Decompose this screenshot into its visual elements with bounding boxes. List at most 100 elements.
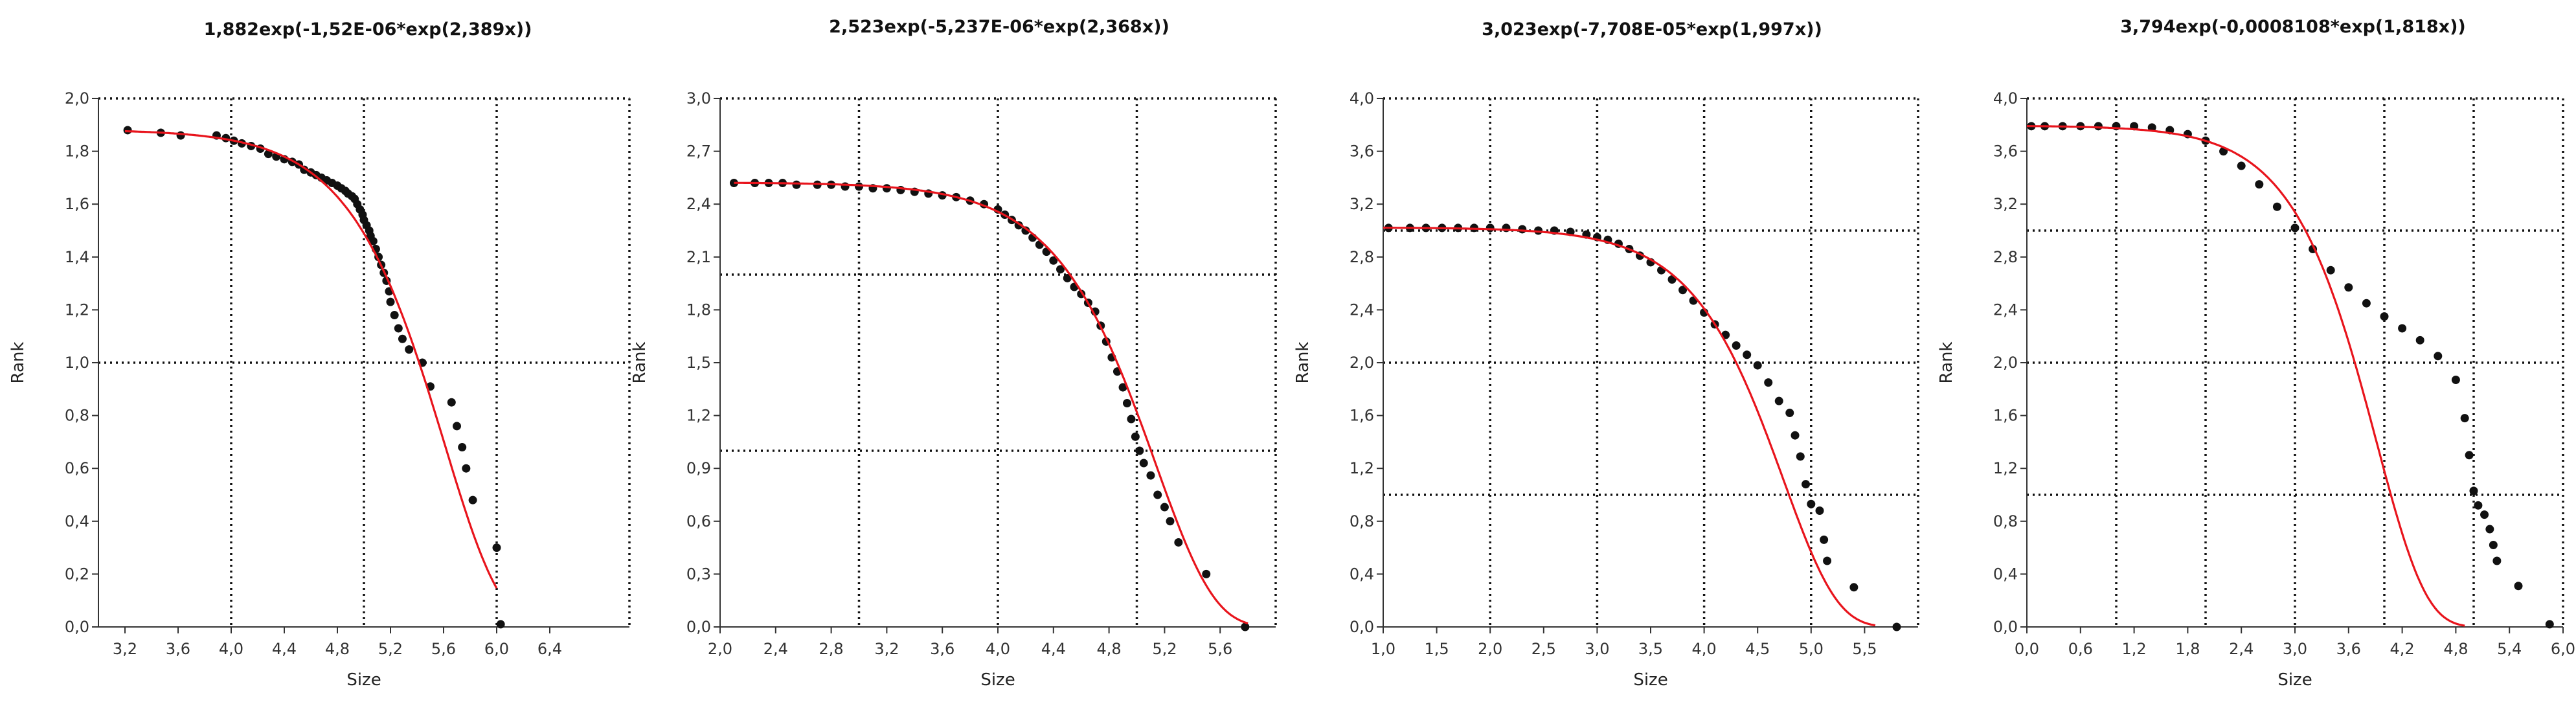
chart-1-data-point	[386, 297, 395, 306]
chart-1-fit-curve	[125, 130, 498, 589]
chart-2-y-tick-label: 2,1	[686, 248, 711, 266]
chart-1-x-tick-label: 4,4	[272, 640, 297, 658]
chart-3-data-point	[1785, 409, 1794, 418]
chart-1-data-point	[368, 236, 378, 245]
chart-2-y-tick-label: 1,8	[686, 301, 711, 319]
chart-4-data-point	[2460, 414, 2469, 423]
chart-1-title: 1,882exp(-1,52E-06*exp(2,389x))	[204, 19, 532, 40]
chart-2-x-tick-label: 5,2	[1152, 640, 1177, 658]
chart-4-y-tick-label: 0,8	[1993, 512, 2018, 530]
chart-1-x-tick-label: 6,4	[537, 640, 562, 658]
chart-1-y-tick-label: 1,6	[65, 195, 89, 213]
chart-3-y-tick-label: 0,8	[1350, 512, 1374, 530]
chart-2-data-point	[1153, 490, 1162, 499]
chart-1-data-point	[496, 620, 505, 629]
chart-3-y-tick-label: 3,6	[1350, 142, 1374, 161]
chart-2-data-point	[1202, 569, 1211, 578]
chart-4-data-point	[2362, 299, 2371, 308]
chart-4-data-point	[2398, 324, 2407, 333]
chart-4-x-tick-label: 6,0	[2551, 640, 2575, 658]
chart-1-y-tick-label: 0,4	[65, 512, 89, 530]
chart-1-x-tick-label: 4,0	[219, 640, 243, 658]
chart-3-data-point	[1486, 223, 1495, 233]
chart-1-data-point	[462, 464, 471, 473]
chart-2-data-point	[729, 179, 738, 188]
chart-3-title: 3,023exp(-7,708E-05*exp(1,997x))	[1482, 19, 1822, 40]
chart-1-data-point	[123, 126, 132, 135]
chart-2-data-point	[1021, 226, 1030, 235]
chart-2-y-tick-label: 2,4	[686, 195, 711, 213]
chart-4-y-tick-label: 2,8	[1993, 248, 2018, 266]
chart-2-y-tick-label: 0,6	[686, 512, 711, 530]
chart-1-y-tick-label: 0,2	[65, 565, 89, 583]
chart-1-y-tick-label: 0,6	[65, 459, 89, 477]
chart-1-x-tick-label: 5,6	[431, 640, 456, 658]
chart-3-data-point	[1815, 506, 1824, 515]
chart-1-x-tick-label: 4,8	[325, 640, 350, 658]
chart-3-data-point	[1678, 286, 1688, 295]
chart-4-x-tick-label: 0,0	[2015, 640, 2039, 658]
chart-4-x-axis-label: Size	[2277, 670, 2312, 690]
chart-4-fit-curve	[2027, 125, 2465, 627]
chart-1-y-axis-label: Rank	[8, 342, 28, 384]
chart-1-data-point	[458, 443, 467, 452]
chart-2-x-tick-label: 4,0	[986, 640, 1010, 658]
chart-2-y-tick-label: 1,2	[686, 407, 711, 425]
chart-2-data-point	[1131, 432, 1140, 441]
chart-1-y-tick-label: 1,8	[65, 142, 89, 161]
chart-4-x-tick-label: 4,2	[2390, 640, 2415, 658]
chart-4-y-axis-label: Rank	[1937, 342, 1956, 384]
chart-4-y-tick-label: 1,6	[1993, 407, 2018, 425]
chart-2-data-point	[1146, 471, 1155, 480]
chart-3-data-point	[1753, 361, 1762, 370]
chart-2-x-axis-label: Size	[980, 670, 1015, 690]
chart-3-y-tick-label: 3,2	[1350, 195, 1374, 213]
chart-2-y-tick-label: 3,0	[686, 89, 711, 108]
chart-2-data-point	[1056, 265, 1065, 274]
chart-4-data-point	[2434, 352, 2443, 361]
chart-4-data-point	[2465, 451, 2474, 460]
chart-2-y-tick-label: 2,7	[686, 142, 711, 161]
chart-3-y-tick-label: 0,0	[1350, 618, 1374, 636]
chart-2-y-tick-label: 1,5	[686, 354, 711, 372]
chart-2-data-point	[841, 182, 850, 191]
chart-4-y-tick-label: 3,2	[1993, 195, 2018, 213]
chart-2-data-point	[1049, 256, 1058, 265]
chart-1-x-tick-label: 6,0	[484, 640, 509, 658]
chart-3-x-tick-label: 4,0	[1692, 640, 1717, 658]
chart-4-data-point	[2094, 122, 2103, 131]
chart-1-y-tick-label: 0,8	[65, 407, 89, 425]
chart-3-data-point	[1796, 452, 1805, 461]
chart-4-data-point	[2480, 510, 2489, 519]
chart-3-x-tick-label: 1,0	[1371, 640, 1395, 658]
chart-3-y-tick-label: 0,4	[1350, 565, 1374, 583]
chart-4-y-tick-label: 0,4	[1993, 565, 2018, 583]
chart-4-y-tick-label: 3,6	[1993, 142, 2018, 161]
chart-2-title: 2,523exp(-5,237E-06*exp(2,368x))	[829, 17, 1169, 37]
chart-3-x-tick-label: 1,5	[1425, 640, 1449, 658]
chart-4-data-point	[2474, 501, 2483, 510]
chart-4-x-tick-label: 1,8	[2175, 640, 2200, 658]
chart-4-data-point	[2451, 376, 2460, 385]
chart-4-data-point	[2485, 525, 2494, 534]
chart-3-x-tick-label: 3,5	[1638, 640, 1663, 658]
chart-4-data-point	[2415, 335, 2424, 345]
chart-2-x-tick-label: 3,2	[874, 640, 899, 658]
chart-2-data-point	[1241, 622, 1250, 631]
chart-4-data-point	[2326, 266, 2335, 275]
chart-4-x-tick-label: 4,8	[2443, 640, 2468, 658]
chart-1-x-tick-label: 3,6	[166, 640, 190, 658]
chart-2-data-point	[1139, 459, 1148, 468]
chart-3-data-point	[1791, 431, 1800, 440]
chart-4-y-tick-label: 0,0	[1993, 618, 2018, 636]
chart-1-data-point	[453, 422, 461, 431]
chart-2-x-tick-label: 4,4	[1041, 640, 1066, 658]
chart-4-x-tick-label: 5,4	[2497, 640, 2522, 658]
chart-2-data-point	[1127, 414, 1136, 424]
chart-3-data-point	[1823, 556, 1832, 565]
chart-2-data-point	[1122, 399, 1131, 408]
chart-4-data-point	[2272, 202, 2281, 211]
chart-4-data-point	[2492, 556, 2502, 565]
chart-3-y-tick-label: 2,4	[1350, 301, 1374, 319]
chart-4-x-tick-label: 0,6	[2068, 640, 2093, 658]
